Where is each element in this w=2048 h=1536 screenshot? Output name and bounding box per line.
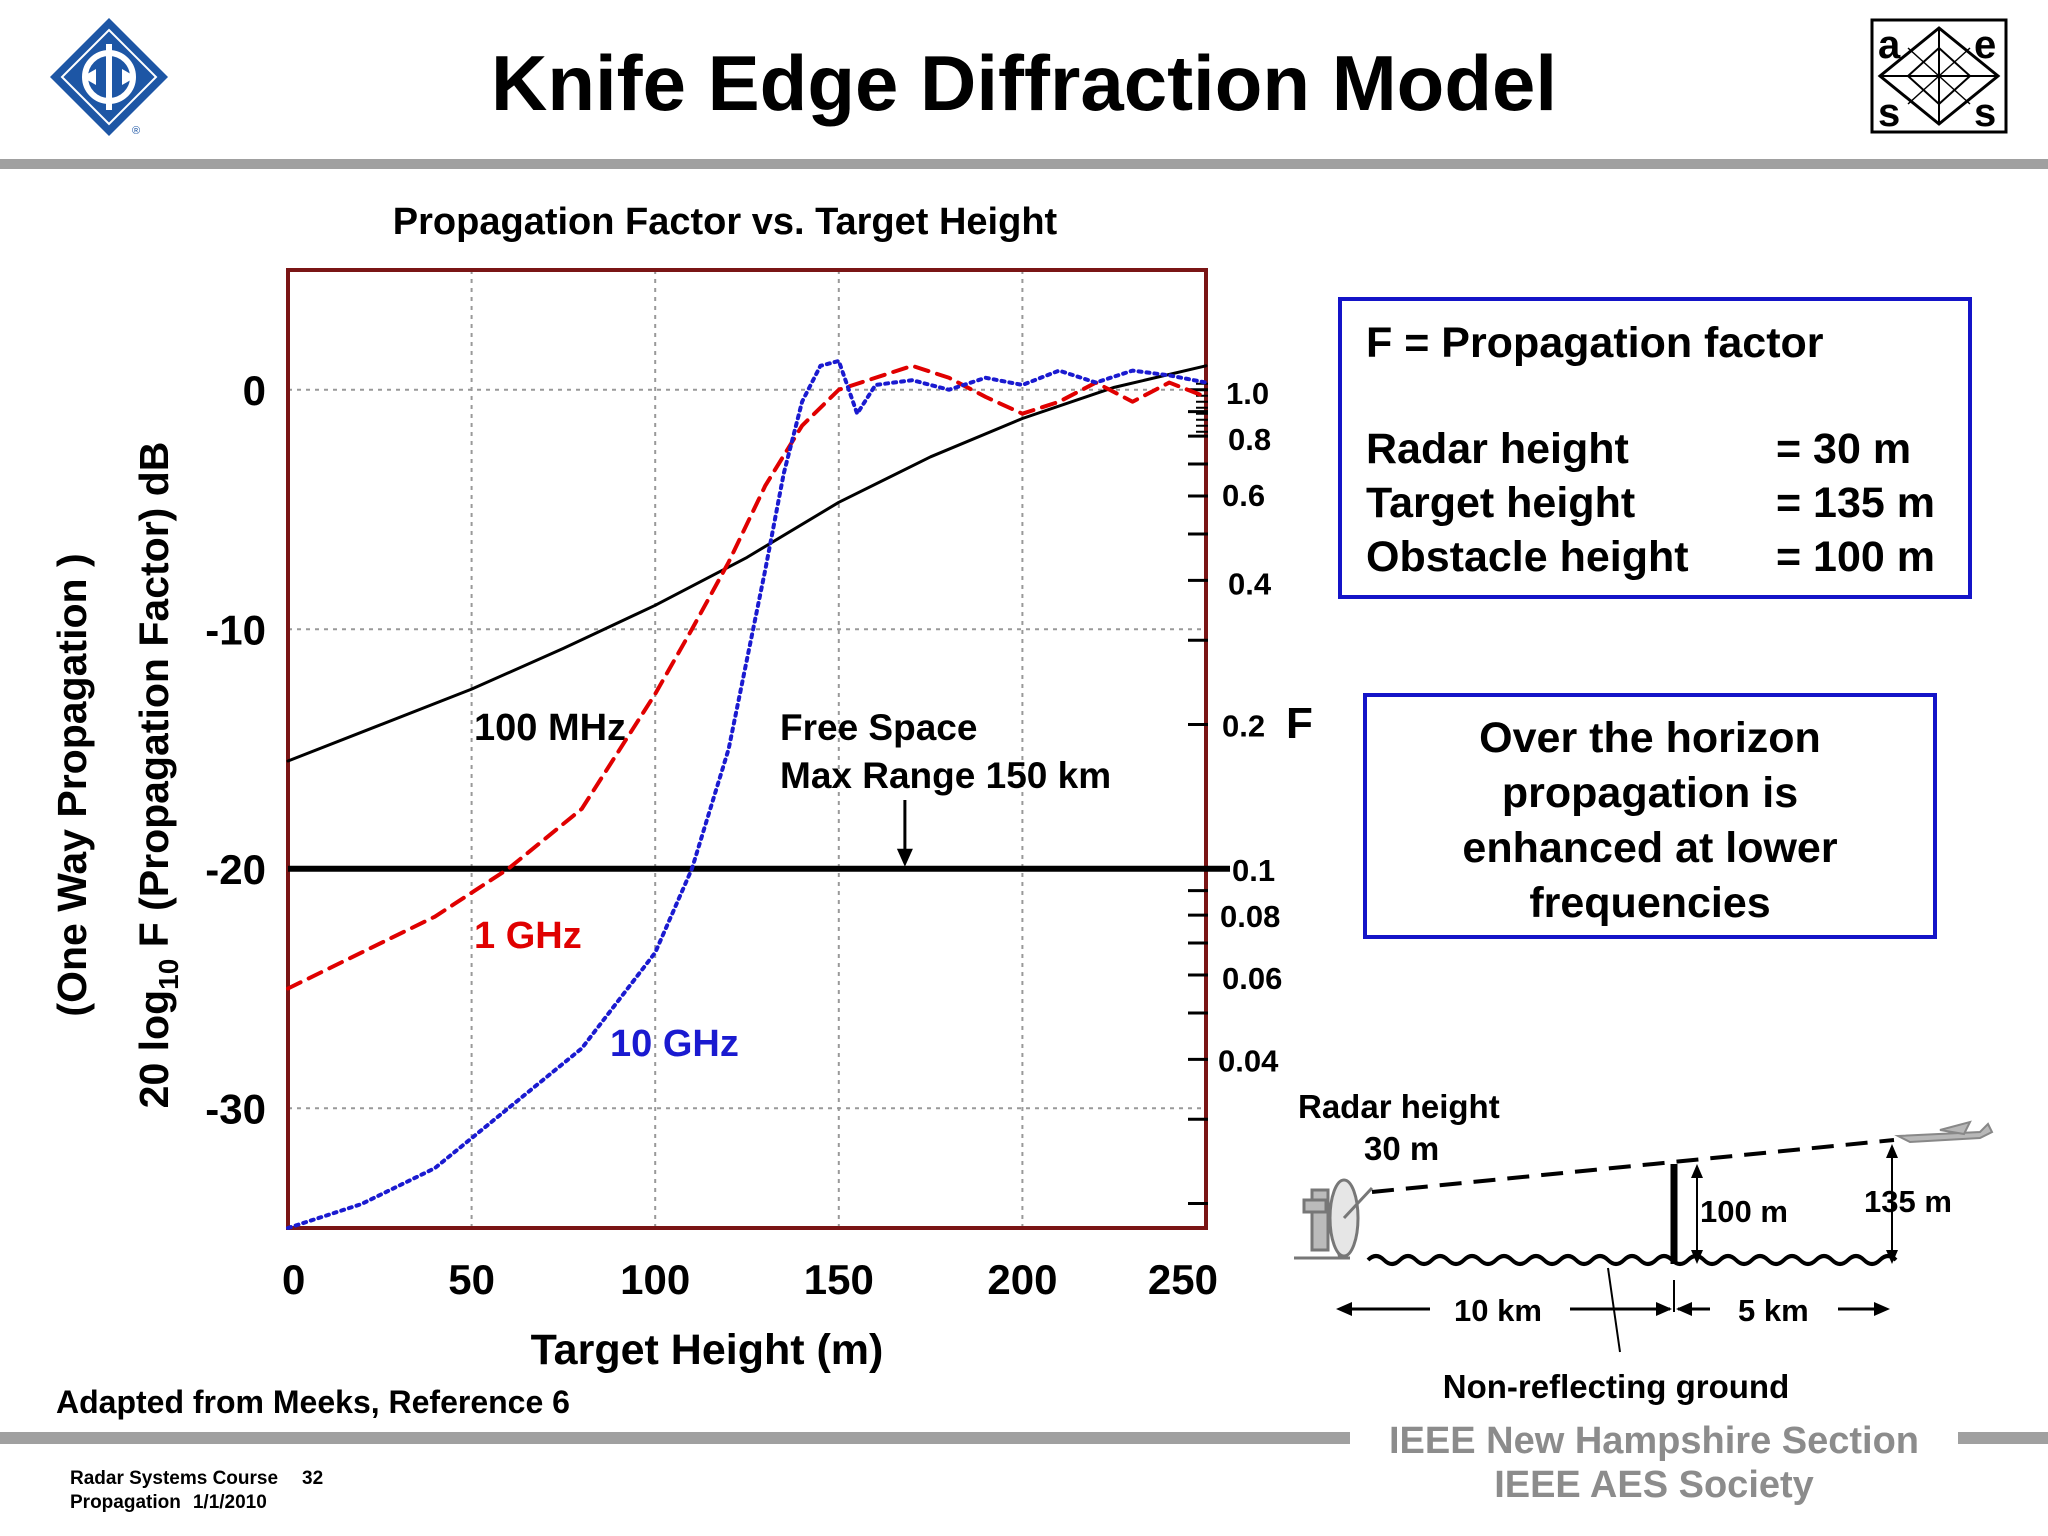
right-tick-label: 1.0 [1226,376,1269,411]
y-tick-label: -10 [205,606,266,653]
info-row-label-radar: Radar height [1366,425,1629,473]
radar-dish-icon [1294,1178,1374,1260]
series-label: 1 GHz [474,915,582,957]
x-tick-label: 200 [987,1256,1057,1303]
chart: Propagation Factor vs. Target Height 0 50… [49,201,1313,1374]
info-row-value-target: = 135 m [1776,479,1935,527]
y-tick-label: -30 [205,1085,266,1132]
right-tick-label: 0.4 [1228,566,1272,601]
series-line [286,364,1208,763]
info-box-heading: F = Propagation factor [1366,319,1824,367]
geometry-diagram: Radar height 30 m 100 m 135 m 10 km 5 km… [1294,1088,1994,1405]
distance-left-label: 10 km [1454,1293,1542,1328]
info-row-label-obstacle: Obstacle height [1366,533,1689,581]
right-tick-label: 0.6 [1222,478,1265,513]
aircraft-icon [1894,1120,1994,1144]
x-axis-label: Target Height (m) [531,1326,884,1374]
credit: Adapted from Meeks, Reference 6 [56,1384,570,1420]
aess-logo: a e s s [1870,18,2008,135]
y-tick-label: 0 [243,367,266,414]
x-tick-label: 50 [448,1256,495,1303]
right-tick-label: 0.2 [1222,709,1265,744]
footer-rule-left [0,1432,1350,1444]
note-line: enhanced at lower [1462,824,1838,872]
aess-logo-icon: a e s s [1870,18,2008,135]
aess-logo-letter: a [1878,23,1901,67]
y-axis-label-line2: 20 log10 F (Propagation Factor) dB [131,442,184,1109]
society-line-1: IEEE New Hampshire Section [1388,1420,1920,1462]
note-box: Over the horizon propagation is enhanced… [1363,693,1937,939]
header-rule [0,159,2048,169]
x-tick-label: 150 [804,1256,874,1303]
society-line-2: IEEE AES Society [1494,1464,1814,1506]
y-axis-label-line1: (One Way Propagation ) [49,553,95,1016]
series-line [286,363,1208,991]
footer-course: Radar Systems Course 32 [70,1468,324,1489]
x-tick-label: 100 [620,1256,690,1303]
right-tick-label: 0.1 [1232,853,1275,888]
aess-logo-letter: e [1974,23,1996,67]
info-row-value-obstacle: = 100 m [1776,533,1935,581]
series-label: 10 GHz [610,1023,739,1065]
ieee-diamond-logo-icon: ® [50,18,168,137]
reference-label-line1: Free Space [780,707,977,748]
radar-height-value: 30 m [1364,1130,1439,1167]
note-line: propagation is [1501,769,1799,817]
footer-topic: Propagation 1/1/2010 [70,1492,267,1513]
info-row-label-target: Target height [1366,479,1636,527]
x-tick-label: 0 [282,1256,305,1303]
distance-right-label: 5 km [1738,1293,1809,1328]
right-tick-label: 0.8 [1228,422,1271,457]
series-label: 100 MHz [474,707,626,749]
note-line: Over the horizon [1479,714,1821,762]
target-height-label: 135 m [1864,1184,1952,1219]
slide-title: Knife Edge Diffraction Model [490,39,1558,127]
reference-label-line2: Max Range 150 km [780,755,1111,796]
right-tick-label: 0.04 [1218,1043,1279,1078]
info-row-value-radar: = 30 m [1776,425,1912,473]
footer-rule-right [1958,1432,2048,1444]
right-tick-label: 0.08 [1220,899,1280,934]
reference-arrow-head [896,848,913,867]
svg-text:®: ® [132,125,140,137]
aess-logo-letter: s [1974,91,1996,134]
ieee-logo: ® [46,14,172,140]
x-tick-label: 250 [1148,1256,1218,1303]
note-line: frequencies [1529,879,1771,927]
y-tick-label: -20 [205,846,266,893]
radar-height-label: Radar height [1298,1088,1500,1125]
chart-title: Propagation Factor vs. Target Height [393,201,1058,243]
right-tick-label: 0.06 [1222,961,1282,996]
info-box: F = Propagation factor Radar height = 30… [1338,297,1972,599]
ground-line [1366,1254,1898,1266]
obstacle-height-label: 100 m [1700,1194,1788,1229]
right-axis-label: F [1286,699,1313,748]
ground-label: Non-reflecting ground [1443,1368,1789,1405]
series-line [286,359,1208,1230]
aess-logo-letter: s [1878,91,1900,134]
plot-frame [286,268,1208,1230]
